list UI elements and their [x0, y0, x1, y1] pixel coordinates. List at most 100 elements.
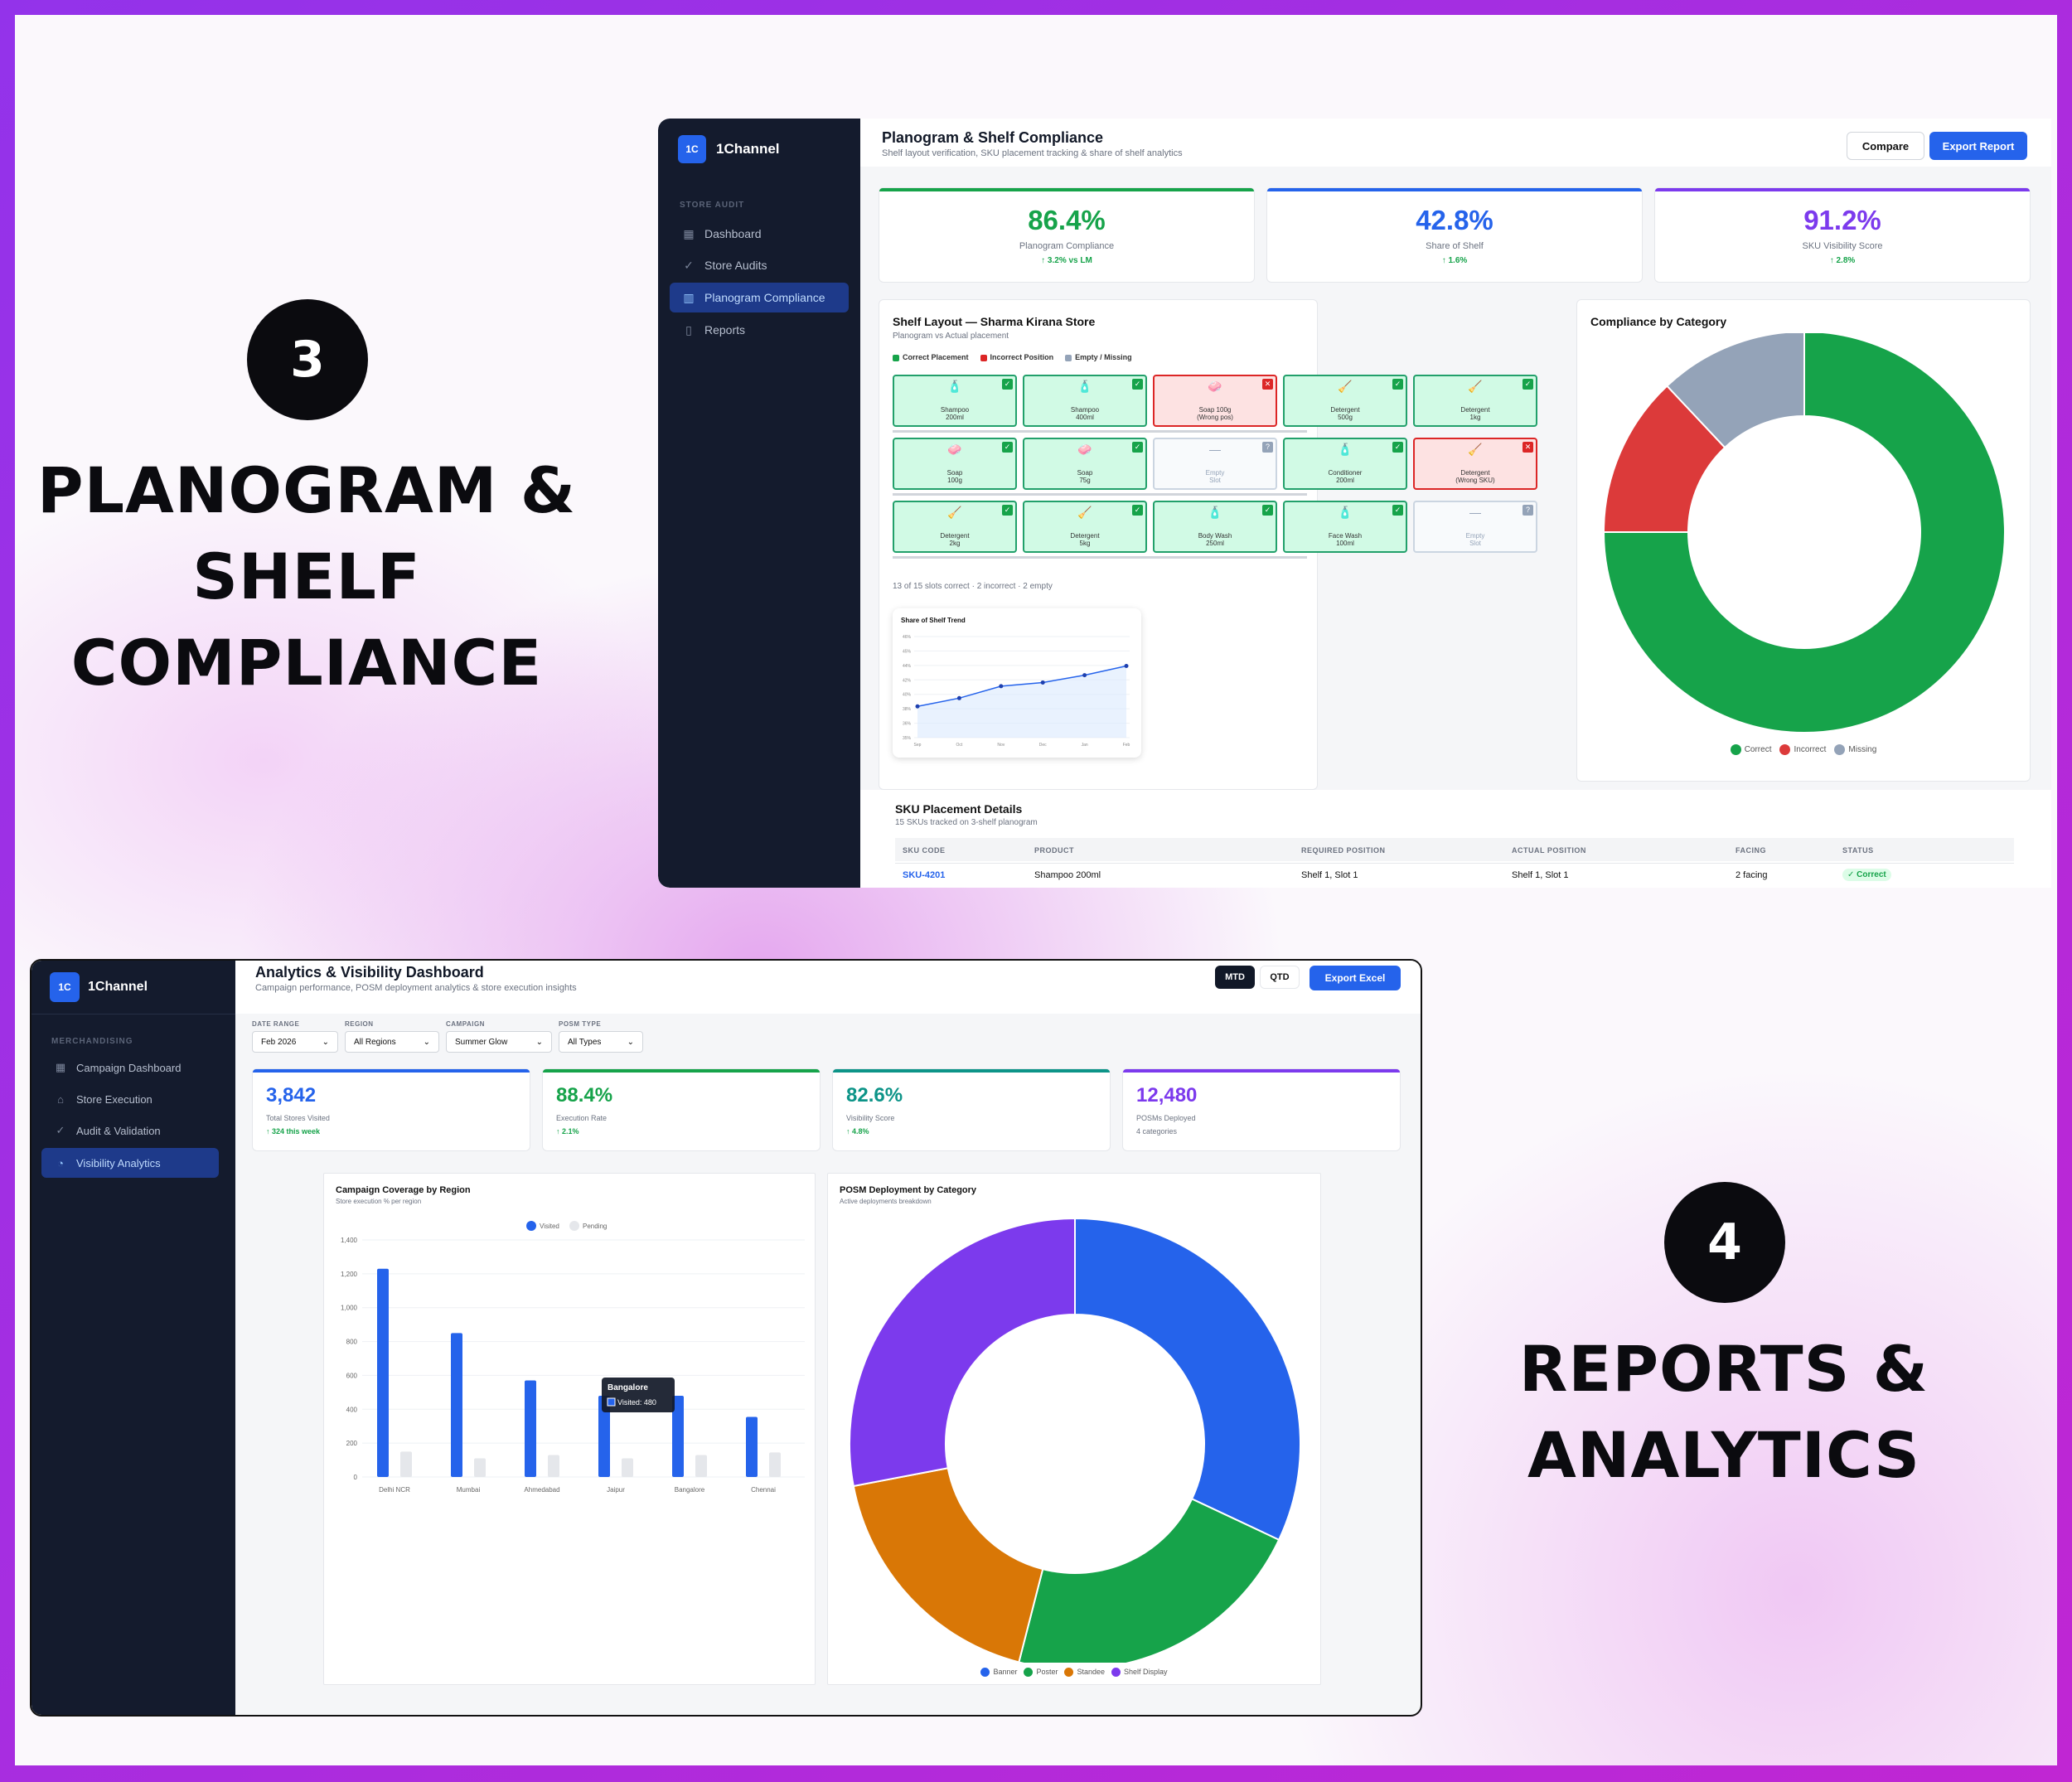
shelf-slot[interactable]: 🧹 ✓ Detergent 1kg	[1413, 375, 1537, 427]
kpi-value: 82.6%	[846, 1084, 903, 1106]
shelf-slot[interactable]: 🧴 ✓ Shampoo 400ml	[1023, 375, 1147, 427]
grid-icon: ▦	[683, 226, 695, 240]
shelf-grid: 🧴 ✓ Shampoo 200ml 🧴 ✓ Shampoo 400ml 🧼 ✕ Soap 100g (…	[893, 375, 1541, 565]
sidebar-item-reports[interactable]: ▯ Reports	[670, 316, 849, 344]
column-header: PRODUCT	[1034, 846, 1074, 855]
x-tick-label: Oct	[956, 743, 963, 748]
shelf-slot[interactable]: 🧴 ✓ Face Wash 100ml	[1283, 501, 1407, 553]
x-tick-label: Jaipur	[607, 1486, 625, 1494]
sidebar-item-store-execution[interactable]: ⌂ Store Execution	[41, 1085, 219, 1113]
check-icon: ✓	[684, 258, 694, 272]
donut-legend: Banner Poster Standee Shelf Display	[828, 1668, 1320, 1678]
legend-label: Incorrect	[1794, 745, 1827, 755]
trend-point	[1040, 680, 1045, 685]
tooltip-box	[602, 1378, 675, 1412]
slot-product-name: Shampoo	[1070, 406, 1100, 414]
bar-pending	[548, 1455, 559, 1477]
sidebar-item-campaign-dashboard[interactable]: ▦ Campaign Dashboard	[41, 1053, 219, 1082]
logo-mark: 1C	[50, 972, 80, 1002]
slot-product-size: 2kg	[949, 540, 961, 547]
page-title: Planogram & Shelf Compliance	[882, 129, 1104, 146]
x-tick-label: Nov	[997, 743, 1005, 748]
shelf-slot[interactable]: 🧴 ✓ Conditioner 200ml	[1283, 438, 1407, 490]
kpi-accent	[1655, 188, 2030, 191]
x-tick-label: Feb	[1123, 743, 1130, 748]
y-tick-label: 200	[346, 1440, 358, 1447]
sidebar-item-planogram-compliance[interactable]: ▥ Planogram Compliance	[670, 283, 849, 312]
brand-logo[interactable]: 1C 1Channel	[50, 972, 148, 1002]
shelf-slot[interactable]: 🧴 ✓ Body Wash 250ml	[1153, 501, 1277, 553]
legend-swatch	[1111, 1668, 1121, 1678]
bar-chart-svg: Visited Pending 1,400 1,200 1,000 800 600 400 20…	[341, 1221, 805, 1494]
question-badge-icon: ?	[1262, 442, 1273, 453]
sku-code-link[interactable]: SKU-4201	[903, 870, 946, 880]
x-badge-icon: ✕	[1262, 379, 1273, 390]
date-range-filter[interactable]: DATE RANGE Feb 2026 ⌄	[252, 1020, 338, 1053]
region-filter[interactable]: REGION All Regions ⌄	[345, 1020, 439, 1053]
posm-type-filter[interactable]: POSM TYPE All Types ⌄	[559, 1020, 643, 1053]
tooltip-text: Visited: 480	[617, 1398, 656, 1407]
shelf-slot[interactable]: 🧹 ✕ Detergent (Wrong SKU)	[1413, 438, 1537, 490]
shelf-slot[interactable]: 🧼 ✓ Soap 100g	[893, 438, 1017, 490]
brand-logo[interactable]: 1C 1Channel	[678, 135, 780, 163]
bottle-icon: 🧴	[1077, 380, 1092, 393]
shelf-slot[interactable]: 🧹 ✓ Detergent 5kg	[1023, 501, 1147, 553]
check-badge-icon: ✓	[1132, 442, 1143, 453]
x-tick-label: Bangalore	[675, 1486, 705, 1494]
y-tick-label: 1,000	[341, 1305, 358, 1312]
legend-swatch	[1024, 1668, 1034, 1678]
shelf-divider	[893, 493, 1307, 496]
shelf-slot[interactable]: 🧹 ✓ Detergent 2kg	[893, 501, 1017, 553]
shelf-slot[interactable]: —? Empty Slot	[1153, 438, 1277, 490]
sidebar-item-visibility-analytics[interactable]: ◔ Visibility Analytics	[41, 1148, 219, 1178]
column-header: STATUS	[1842, 846, 1874, 855]
sidebar-item-dashboard[interactable]: ▦ Dashboard	[670, 220, 849, 248]
y-tick-label: 600	[346, 1372, 358, 1379]
bar-visited	[746, 1416, 758, 1477]
shelf-slot[interactable]: 🧼 ✓ Soap 75g	[1023, 438, 1147, 490]
export-excel-button[interactable]: Export Excel	[1310, 966, 1401, 990]
soap-icon: 🧼	[1208, 380, 1222, 393]
kpi-card: 82.6% Visibility Score ↑ 4.8%	[832, 1068, 1111, 1151]
qtd-toggle[interactable]: QTD	[1260, 966, 1300, 989]
page-subtitle: Shelf layout verification, SKU placement…	[882, 148, 1183, 158]
shelf-slot[interactable]: 🧴 ✓ Shampoo 200ml	[893, 375, 1017, 427]
mtd-toggle[interactable]: MTD	[1215, 966, 1255, 989]
legend-item: Missing	[1834, 744, 1876, 755]
filter-select[interactable]: Feb 2026 ⌄	[252, 1031, 338, 1053]
shelf-slot[interactable]: —? Empty Slot	[1413, 501, 1537, 553]
sidebar-item-store-audits[interactable]: ✓ Store Audits	[670, 251, 849, 279]
filter-select[interactable]: All Regions ⌄	[345, 1031, 439, 1053]
donut-legend: Correct Incorrect Missing	[1577, 744, 2030, 755]
filter-select[interactable]: All Types ⌄	[559, 1031, 643, 1053]
legend-label: Incorrect Position	[990, 353, 1054, 361]
campaign-filter[interactable]: CAMPAIGN Summer Glow ⌄	[446, 1020, 552, 1053]
legend-item: Standee	[1064, 1668, 1105, 1678]
shelf-slot[interactable]: 🧹 ✓ Detergent 500g	[1283, 375, 1407, 427]
donut-slice-correct	[1602, 333, 2006, 734]
bottle-icon: 🧴	[947, 380, 962, 393]
compare-button[interactable]: Compare	[1847, 132, 1924, 160]
dash-icon: —	[1469, 506, 1481, 519]
bar-visited	[525, 1380, 536, 1477]
trend-point	[1124, 663, 1129, 668]
sidebar-item-audit-validation[interactable]: ✓ Audit & Validation	[41, 1116, 219, 1145]
check-badge-icon: ✓	[1392, 442, 1403, 453]
shelf-slot[interactable]: 🧼 ✕ Soap 100g (Wrong pos)	[1153, 375, 1277, 427]
export-report-button[interactable]: Export Report	[1929, 132, 2027, 160]
slot-product-size: (Wrong SKU)	[1455, 477, 1495, 484]
sidebar-item-label: Audit & Validation	[76, 1124, 161, 1137]
table-row[interactable]: SKU-4201 Shampoo 200ml Shelf 1, Slot 1 S…	[895, 863, 2014, 886]
kpi-accent	[833, 1069, 1110, 1073]
facing-cell: 2 facing	[1736, 870, 1768, 880]
slot-product-name: Soap	[1077, 469, 1093, 477]
slot-product-name: Conditioner	[1328, 469, 1363, 477]
x-tick-label: Ahmedabad	[524, 1486, 559, 1494]
check-badge-icon: ✓	[1002, 442, 1013, 453]
layout-icon: ▥	[683, 290, 695, 304]
slot-product-size: 100g	[947, 477, 962, 484]
filter-select[interactable]: Summer Glow ⌄	[446, 1031, 552, 1053]
pie-icon: ◔	[57, 1156, 64, 1169]
slot-product-size: 5kg	[1079, 540, 1091, 547]
brush-icon: 🧹	[1468, 380, 1483, 393]
